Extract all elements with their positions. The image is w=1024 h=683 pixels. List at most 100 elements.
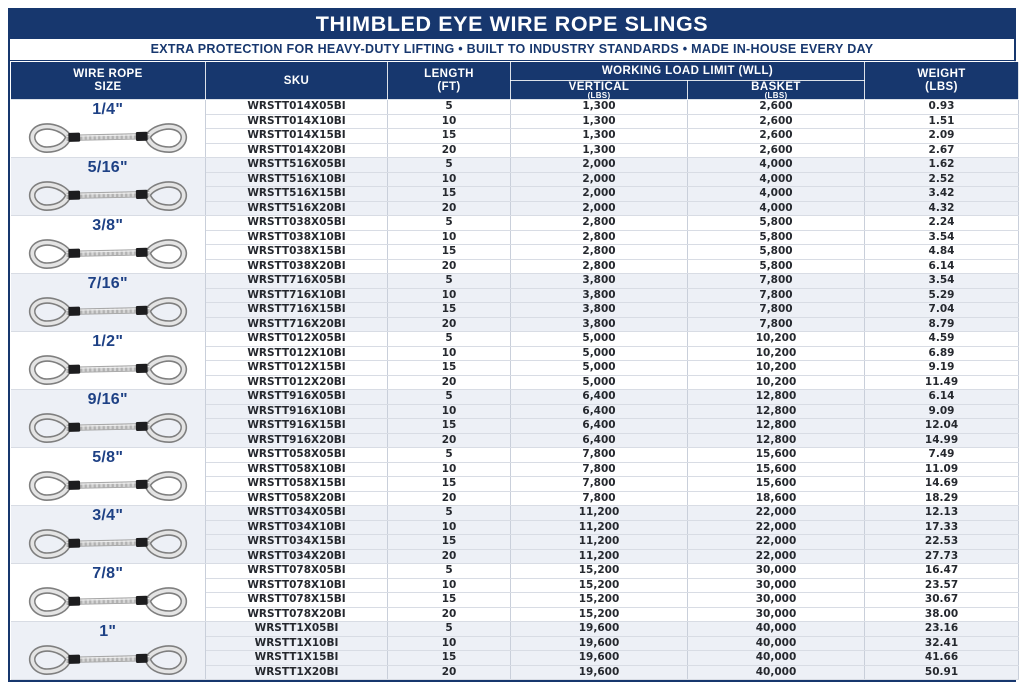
thimble-eye-sling-image: [28, 181, 187, 211]
sku-cell: WRSTT034X05BI: [205, 505, 388, 521]
sku-cell: WRSTT012X15BI: [205, 360, 388, 376]
length-cell: 20: [387, 259, 511, 274]
weight-cell: 2.09: [864, 128, 1020, 144]
length-cell: 5: [387, 563, 511, 579]
wll-vertical-cell: 11,200: [510, 549, 688, 564]
wll-basket-cell: 40,000: [687, 636, 866, 651]
wll-basket-cell: 12,800: [687, 418, 866, 434]
table-row: 1/4" WRSTT014X05BI 5 1,300 2,600 0.93: [10, 99, 1020, 158]
table-row: WRSTT058X15BI 15 7,800 15,600 14.69: [11, 476, 1020, 492]
weight-cell: 41.66: [864, 650, 1020, 666]
length-cell: 10: [387, 172, 511, 187]
wll-vertical-cell: 2,800: [510, 215, 688, 231]
wire-rope-size-cell: 7/16": [10, 273, 206, 332]
length-cell: 15: [387, 302, 511, 318]
wll-vertical-cell: 2,800: [510, 244, 688, 260]
wire-rope-size-label: 1": [99, 623, 117, 640]
weight-cell: 6.14: [864, 259, 1020, 274]
table-row: WRSTT034X20BI 20 11,200 22,000 27.73: [11, 549, 1020, 564]
length-cell: 10: [387, 114, 511, 129]
sku-cell: WRSTT038X05BI: [205, 215, 388, 231]
table-row: WRSTT014X10BI 10 1,300 2,600 1.51: [11, 114, 1020, 129]
sku-cell: WRSTT014X10BI: [205, 114, 388, 129]
wll-vertical-cell: 3,800: [510, 273, 688, 289]
wll-basket-cell: 22,000: [687, 520, 866, 535]
wire-rope-size-cell: 7/8": [10, 563, 206, 622]
sling-spec-table: WIRE ROPE SIZE SKU LENGTH (FT) WORKING L…: [10, 61, 1020, 680]
wll-basket-cell: 12,800: [687, 389, 866, 405]
table-row: WRSTT516X15BI 15 2,000 4,000 3.42: [11, 186, 1020, 202]
thimble-eye-sling-image: [28, 123, 187, 153]
table-row: WRSTT1X20BI 20 19,600 40,000 50.91: [11, 665, 1020, 680]
wll-vertical-cell: 3,800: [510, 302, 688, 318]
sku-cell: WRSTT078X10BI: [205, 578, 388, 593]
wll-vertical-cell: 15,200: [510, 592, 688, 608]
sku-cell: WRSTT012X05BI: [205, 331, 388, 347]
length-cell: 20: [387, 607, 511, 622]
sku-cell: WRSTT916X10BI: [205, 404, 388, 419]
length-cell: 10: [387, 288, 511, 303]
wll-vertical-cell: 7,800: [510, 491, 688, 506]
col-header-weight: WEIGHT (LBS): [864, 61, 1020, 100]
sku-cell: WRSTT516X15BI: [205, 186, 388, 202]
wll-basket-cell: 30,000: [687, 607, 866, 622]
sku-cell: WRSTT1X05BI: [205, 621, 388, 637]
length-cell: 10: [387, 520, 511, 535]
wll-basket-cell: 30,000: [687, 592, 866, 608]
length-cell: 10: [387, 636, 511, 651]
sku-cell: WRSTT078X05BI: [205, 563, 388, 579]
sku-cell: WRSTT012X10BI: [205, 346, 388, 361]
wll-basket-cell: 5,800: [687, 230, 866, 245]
wll-basket-cell: 22,000: [687, 534, 866, 550]
weight-cell: 2.67: [864, 143, 1020, 158]
wll-basket-cell: 5,800: [687, 244, 866, 260]
sku-cell: WRSTT014X15BI: [205, 128, 388, 144]
table-body: 1/4" WRSTT014X05BI 5 1,300 2,600 0.93 WRSTT01…: [10, 99, 1020, 680]
sku-cell: WRSTT058X05BI: [205, 447, 388, 463]
wll-vertical-cell: 2,000: [510, 201, 688, 216]
table-row: WRSTT916X10BI 10 6,400 12,800 9.09: [11, 404, 1020, 419]
wll-basket-cell: 10,200: [687, 375, 866, 390]
wll-basket-cell: 15,600: [687, 476, 866, 492]
table-row: 7/16" WRSTT716X05BI 5 3,800 7,800 3.54: [10, 273, 1020, 332]
length-cell: 15: [387, 476, 511, 492]
table-row: 5/8" WRSTT058X05BI 5 7,800 15,600 7.49: [10, 447, 1020, 506]
weight-cell: 7.49: [864, 447, 1020, 463]
wire-rope-size-cell: 3/4": [10, 505, 206, 564]
wll-basket-cell: 2,600: [687, 128, 866, 144]
length-cell: 20: [387, 317, 511, 332]
sku-cell: WRSTT1X15BI: [205, 650, 388, 666]
length-cell: 15: [387, 186, 511, 202]
weight-cell: 16.47: [864, 563, 1020, 579]
table-row: WRSTT012X10BI 10 5,000 10,200 6.89: [11, 346, 1020, 361]
weight-cell: 32.41: [864, 636, 1020, 651]
weight-cell: 2.24: [864, 215, 1020, 231]
wll-vertical-cell: 7,800: [510, 476, 688, 492]
sku-cell: WRSTT012X20BI: [205, 375, 388, 390]
wll-vertical-cell: 1,300: [510, 143, 688, 158]
weight-cell: 3.54: [864, 273, 1020, 289]
wll-vertical-cell: 2,000: [510, 172, 688, 187]
wll-basket-cell: 22,000: [687, 505, 866, 521]
length-cell: 5: [387, 447, 511, 463]
length-cell: 20: [387, 201, 511, 216]
sku-cell: WRSTT058X15BI: [205, 476, 388, 492]
wll-vertical-cell: 15,200: [510, 607, 688, 622]
length-cell: 15: [387, 534, 511, 550]
wll-vertical-cell: 2,000: [510, 186, 688, 202]
weight-cell: 27.73: [864, 549, 1020, 564]
wll-vertical-cell: 3,800: [510, 317, 688, 332]
wll-basket-cell: 15,600: [687, 462, 866, 477]
weight-cell: 6.14: [864, 389, 1020, 405]
sku-cell: WRSTT716X10BI: [205, 288, 388, 303]
weight-cell: 23.16: [864, 621, 1020, 637]
thimble-eye-sling-image: [28, 587, 187, 617]
wire-rope-size-label: 5/16": [87, 159, 128, 176]
weight-cell: 12.13: [864, 505, 1020, 521]
sku-cell: WRSTT1X20BI: [205, 665, 388, 680]
wll-basket-cell: 4,000: [687, 186, 866, 202]
wll-basket-cell: 10,200: [687, 331, 866, 347]
col-header-sku: SKU: [205, 61, 388, 100]
wll-vertical-cell: 11,200: [510, 534, 688, 550]
length-cell: 10: [387, 578, 511, 593]
